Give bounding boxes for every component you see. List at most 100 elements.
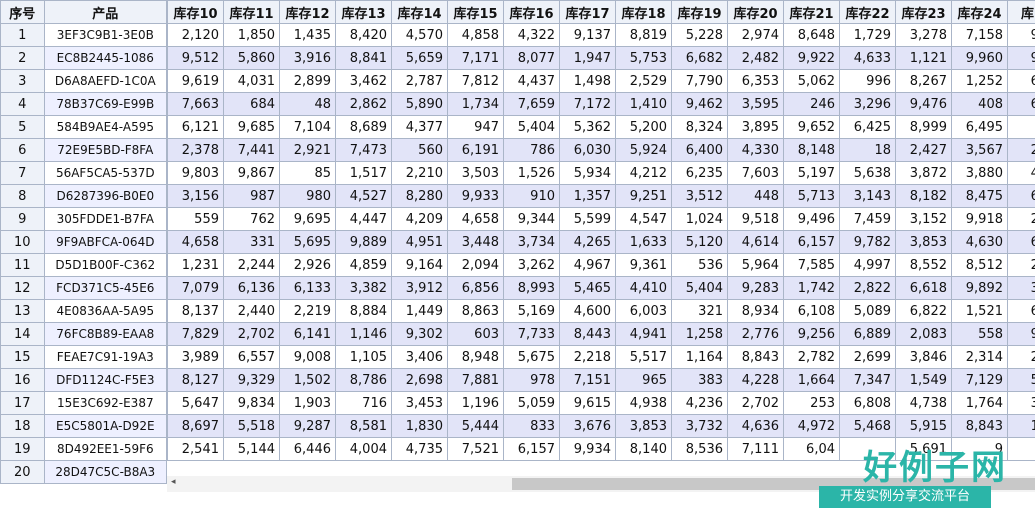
stock-cell[interactable]: 7,881 [447, 368, 504, 392]
table-row[interactable]: 393,1569879804,5278,2809,9339101,3579,25… [167, 184, 1035, 208]
stock-cell[interactable]: 2,974 [727, 23, 784, 47]
stock-cell[interactable]: 2,218 [559, 345, 616, 369]
stock-cell[interactable]: 8,863 [447, 299, 504, 323]
row-index-cell[interactable]: 10 [0, 230, 45, 254]
stock-cell[interactable]: 8,841 [335, 46, 392, 70]
stock-cell[interactable]: 2, [1007, 253, 1035, 277]
stock-cell[interactable]: 9,137 [559, 23, 616, 47]
table-row[interactable]: 7 56AF5CA5-537D [0, 161, 168, 185]
table-row[interactable]: 5 584B9AE4-A595 [0, 115, 168, 139]
row-index-cell[interactable]: 8 [0, 184, 45, 208]
row-index-cell[interactable]: 16 [0, 368, 45, 392]
table-row[interactable]: 10 9F9ABFCA-064D [0, 230, 168, 254]
stock-cell[interactable]: 6, [1007, 184, 1035, 208]
stock-cell[interactable]: 5,860 [223, 46, 280, 70]
stock-cell[interactable]: 536 [671, 253, 728, 277]
stock-cell[interactable]: 9,803 [167, 161, 224, 185]
stock-cell[interactable]: 3,382 [335, 276, 392, 300]
stock-cell[interactable]: 2,210 [391, 161, 448, 185]
stock-column-header[interactable]: 库存23 [895, 0, 952, 24]
stock-cell[interactable]: 6,889 [839, 322, 896, 346]
stock-cell[interactable]: 3,512 [671, 184, 728, 208]
stock-cell[interactable]: 5,120 [671, 230, 728, 254]
stock-cell[interactable]: 7,603 [727, 161, 784, 185]
stock-column-header[interactable]: 库存12 [279, 0, 336, 24]
stock-cell[interactable]: 8,786 [335, 368, 392, 392]
table-row[interactable]: 584,6583315,6959,8894,9513,4483,7344,265… [167, 230, 1035, 254]
stock-cell[interactable]: 9,652 [783, 115, 840, 139]
stock-cell[interactable]: 3,872 [895, 161, 952, 185]
stock-cell[interactable] [1007, 437, 1035, 461]
stock-cell[interactable]: 6,618 [895, 276, 952, 300]
stock-cell[interactable]: 7,129 [951, 368, 1008, 392]
stock-cell[interactable]: 5,404 [671, 276, 728, 300]
stock-cell[interactable]: 8,127 [167, 368, 224, 392]
stock-cell[interactable]: 7,158 [951, 23, 1008, 47]
stock-cell[interactable]: 7,521 [447, 437, 504, 461]
stock-cell[interactable]: 5,599 [559, 207, 616, 231]
stock-cell[interactable]: 6,822 [895, 299, 952, 323]
stock-cell[interactable]: 3,278 [895, 23, 952, 47]
stock-cell[interactable]: 5,169 [503, 299, 560, 323]
stock-column-header[interactable]: 库存20 [727, 0, 784, 24]
stock-cell[interactable]: 2,378 [167, 138, 224, 162]
stock-cell[interactable]: 9,283 [727, 276, 784, 300]
table-row[interactable]: 14 76FC8B89-EAA8 [0, 322, 168, 346]
stock-cell[interactable]: 4,377 [391, 115, 448, 139]
table-row[interactable]: 4 78B37C69-E99B [0, 92, 168, 116]
stock-cell[interactable]: 3,296 [839, 92, 896, 116]
stock-cell[interactable]: 5,197 [783, 161, 840, 185]
stock-column-header[interactable]: 库存24 [951, 0, 1008, 24]
scrollbar-thumb[interactable] [512, 478, 1035, 490]
table-row[interactable]: 13 4E0836AA-5A95 [0, 299, 168, 323]
table-row[interactable]: 177,0796,1366,1333,3823,9126,8568,9935,4… [167, 276, 1035, 300]
stock-cell[interactable]: 8,697 [167, 414, 224, 438]
row-index-cell[interactable]: 15 [0, 345, 45, 369]
stock-cell[interactable]: 321 [671, 299, 728, 323]
stock-cell[interactable]: 4,858 [447, 23, 504, 47]
stock-cell[interactable]: 3,406 [391, 345, 448, 369]
scroll-left-icon[interactable]: ◂ [171, 477, 176, 487]
stock-cell[interactable]: 3,912 [391, 276, 448, 300]
stock-cell[interactable]: 5,518 [223, 414, 280, 438]
stock-cell[interactable]: 9,251 [615, 184, 672, 208]
product-cell[interactable]: 9F9ABFCA-064D [43, 230, 168, 254]
stock-cell[interactable]: 253 [783, 391, 840, 415]
stock-cell[interactable]: 6,133 [279, 276, 336, 300]
stock-cell[interactable]: 2, [1007, 345, 1035, 369]
stock-cell[interactable]: 3,448 [447, 230, 504, 254]
row-index-cell[interactable]: 4 [0, 92, 45, 116]
table-row[interactable]: 216,1219,6857,1048,6894,3779475,4045,362… [167, 115, 1035, 139]
stock-cell[interactable]: 9,361 [615, 253, 672, 277]
table-row[interactable]: 17 15E3C692-E387 [0, 391, 168, 415]
stock-cell[interactable]: 5,964 [727, 253, 784, 277]
stock-cell[interactable]: 4,951 [391, 230, 448, 254]
stock-cell[interactable]: 558 [951, 322, 1008, 346]
stock-cell[interactable]: 5,062 [783, 69, 840, 93]
stock-cell[interactable]: 2,899 [279, 69, 336, 93]
stock-cell[interactable]: 8,552 [895, 253, 952, 277]
stock-cell[interactable]: 7,663 [167, 92, 224, 116]
stock-cell[interactable]: 8,475 [951, 184, 1008, 208]
stock-cell[interactable]: 8,512 [951, 253, 1008, 277]
stock-cell[interactable]: 6,425 [839, 115, 896, 139]
table-row[interactable]: 3 D6A8AEFD-1C0A [0, 69, 168, 93]
table-row[interactable]: 039,6194,0312,8993,4622,7877,8124,4371,4… [167, 69, 1035, 93]
stock-cell[interactable]: 8,443 [559, 322, 616, 346]
stock-cell[interactable]: 9,922 [783, 46, 840, 70]
product-cell[interactable]: D6287396-B0E0 [43, 184, 168, 208]
product-cell[interactable]: 76FC8B89-EAA8 [43, 322, 168, 346]
product-column-header[interactable]: 产品 [43, 0, 168, 24]
stock-column-header[interactable]: 库存15 [447, 0, 504, 24]
stock-cell[interactable]: 6, [1007, 69, 1035, 93]
stock-cell[interactable]: 1,258 [671, 322, 728, 346]
stock-column-header[interactable]: 库存10 [167, 0, 224, 24]
stock-cell[interactable]: 9,619 [167, 69, 224, 93]
stock-cell[interactable]: 1,830 [391, 414, 448, 438]
stock-cell[interactable]: 3,503 [447, 161, 504, 185]
row-index-cell[interactable]: 18 [0, 414, 45, 438]
stock-cell[interactable]: 6,353 [727, 69, 784, 93]
stock-cell[interactable]: 4,527 [335, 184, 392, 208]
stock-cell[interactable]: 7,079 [167, 276, 224, 300]
stock-cell[interactable]: 4,636 [727, 414, 784, 438]
